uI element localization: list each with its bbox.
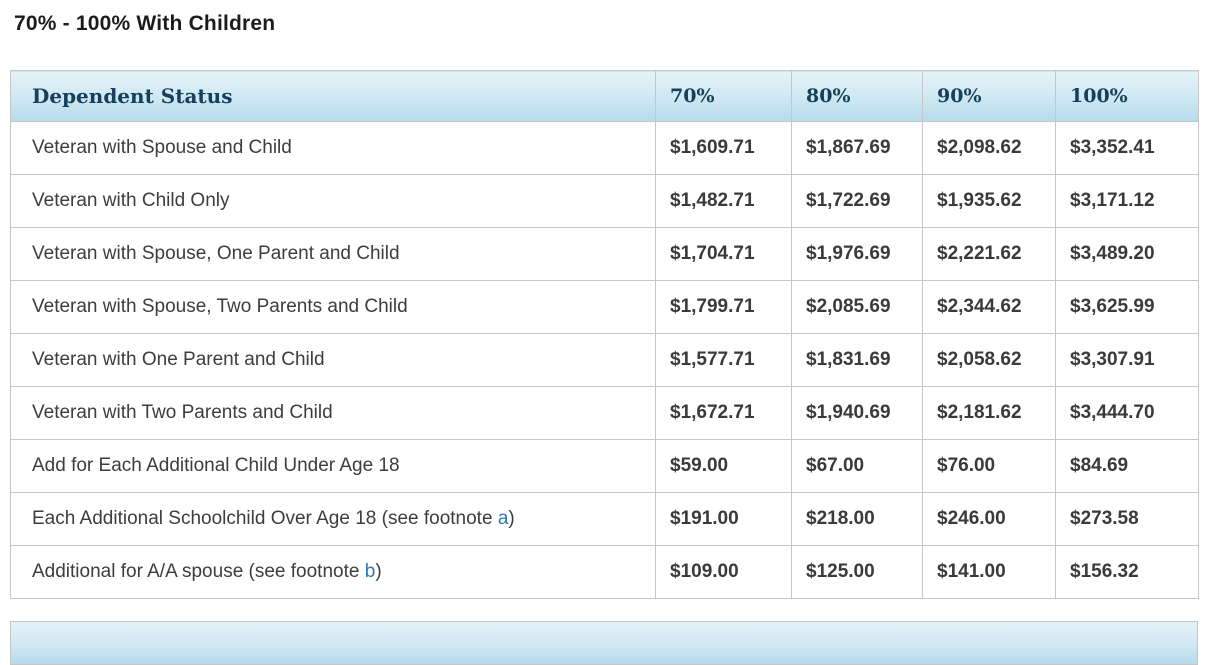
rate-80: $1,976.69 [791,227,923,281]
row-label: Add for Each Additional Child Under Age … [10,439,656,493]
rate-80: $2,085.69 [791,280,923,334]
rate-90: $2,058.62 [922,333,1056,387]
rate-100: $3,171.12 [1055,174,1199,228]
rate-70: $1,482.71 [655,174,792,228]
rate-70: $1,577.71 [655,333,792,387]
rate-100: $3,625.99 [1055,280,1199,334]
page-title: 70% - 100% With Children [14,12,276,35]
row-label: Veteran with Spouse and Child [10,121,656,175]
rate-80: $1,940.69 [791,386,923,440]
rate-90: $246.00 [922,492,1056,546]
table-row: Veteran with Spouse, Two Parents and Chi… [10,280,1199,334]
row-label: Veteran with Spouse, One Parent and Chil… [10,227,656,281]
rates-table: Dependent Status 70% 80% 90% 100% Vetera… [10,70,1199,599]
rate-70: $1,704.71 [655,227,792,281]
rate-90: $2,098.62 [922,121,1056,175]
rate-100: $3,444.70 [1055,386,1199,440]
rate-90: $141.00 [922,545,1056,599]
table-row: Veteran with Spouse and Child $1,609.71 … [10,121,1199,175]
rate-80: $1,867.69 [791,121,923,175]
header-90-percent: 90% [922,70,1056,122]
rate-100: $273.58 [1055,492,1199,546]
rate-90: $2,344.62 [922,280,1056,334]
table-row: Veteran with One Parent and Child $1,577… [10,333,1199,387]
header-dependent-status: Dependent Status [10,70,656,122]
header-80-percent: 80% [791,70,923,122]
header-100-percent: 100% [1055,70,1199,122]
table-row: Veteran with Child Only $1,482.71 $1,722… [10,174,1199,228]
rate-90: $2,221.62 [922,227,1056,281]
rate-90: $1,935.62 [922,174,1056,228]
table-header-row: Dependent Status 70% 80% 90% 100% [10,70,1199,122]
row-label: Veteran with Two Parents and Child [10,386,656,440]
next-table-header-partial [10,621,1198,665]
row-label: Veteran with Spouse, Two Parents and Chi… [10,280,656,334]
row-label: Each Additional Schoolchild Over Age 18 … [32,508,498,529]
rate-90: $2,181.62 [922,386,1056,440]
table-row: Veteran with Spouse, One Parent and Chil… [10,227,1199,281]
rate-70: $59.00 [655,439,792,493]
header-70-percent: 70% [655,70,792,122]
row-label-end: ) [375,561,382,582]
rate-100: $3,352.41 [1055,121,1199,175]
rate-70: $191.00 [655,492,792,546]
rate-70: $1,799.71 [655,280,792,334]
rate-100: $156.32 [1055,545,1199,599]
rate-80: $125.00 [791,545,923,599]
row-label-end: ) [508,508,515,529]
row-label: Veteran with One Parent and Child [10,333,656,387]
rate-70: $109.00 [655,545,792,599]
rate-90: $76.00 [922,439,1056,493]
rate-80: $1,722.69 [791,174,923,228]
row-label: Veteran with Child Only [10,174,656,228]
rate-100: $3,489.20 [1055,227,1199,281]
footnote-a-link[interactable]: a [497,508,509,529]
rate-70: $1,672.71 [655,386,792,440]
row-label: Additional for A/A spouse (see footnote [32,561,365,582]
table-row: Additional for A/A spouse (see footnote … [10,545,1199,599]
table-row: Each Additional Schoolchild Over Age 18 … [10,492,1199,546]
rate-100: $84.69 [1055,439,1199,493]
table-row: Veteran with Two Parents and Child $1,67… [10,386,1199,440]
footnote-b-link[interactable]: b [364,561,376,582]
table-row: Add for Each Additional Child Under Age … [10,439,1199,493]
rate-80: $67.00 [791,439,923,493]
rate-80: $218.00 [791,492,923,546]
rate-80: $1,831.69 [791,333,923,387]
rate-100: $3,307.91 [1055,333,1199,387]
rate-70: $1,609.71 [655,121,792,175]
